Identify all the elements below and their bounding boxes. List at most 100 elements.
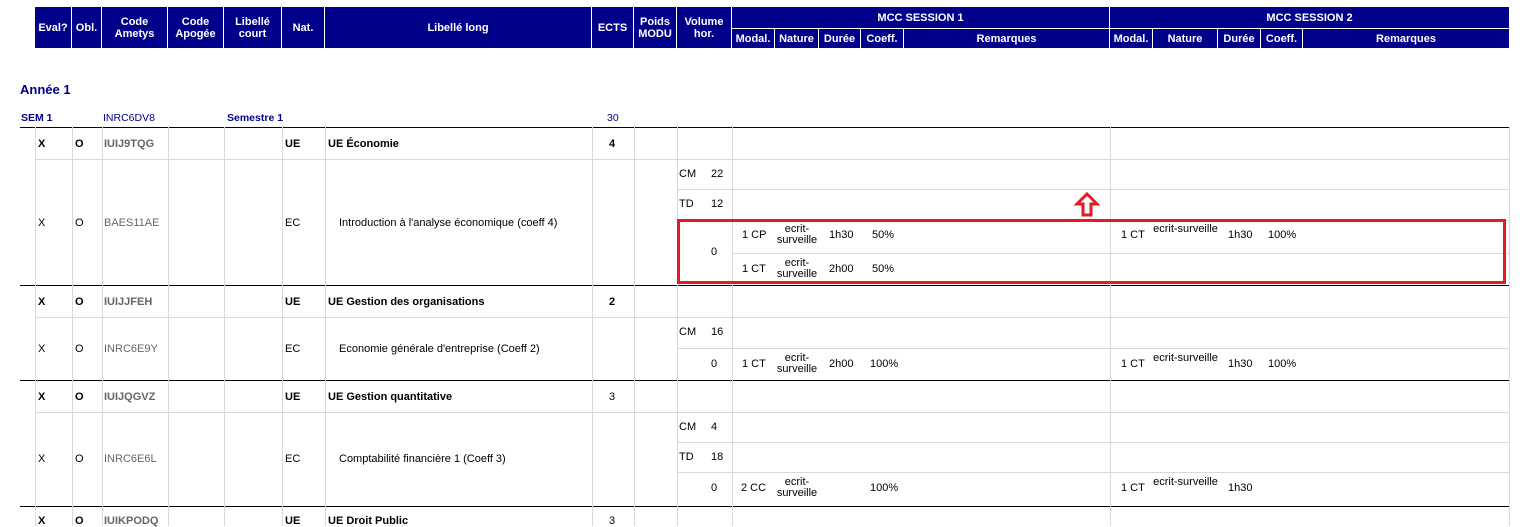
obl-cell: O (75, 515, 84, 527)
s1-coeff-cell: 100% (870, 358, 899, 370)
s1-coeff: Coeff. (861, 28, 904, 48)
col-volume: Volume hor. (677, 7, 732, 48)
col-libelle-court: Libellé court (224, 7, 282, 48)
semester-name: Semestre 1 (227, 112, 284, 124)
s2-modal: Modal. (1110, 28, 1153, 48)
ects-cell: 3 (609, 515, 616, 527)
nat-cell: EC (285, 217, 301, 229)
semester-label: SEM 1 (21, 112, 53, 124)
nat-cell: UE (285, 391, 301, 403)
eval-cell: X (38, 453, 46, 465)
s1-remarques: Remarques (904, 28, 1110, 48)
s1-nature: Nature (775, 28, 819, 48)
obl-cell: O (75, 138, 84, 150)
col-nat: Nat. (282, 7, 325, 48)
code-cell: IUIJJFEH (104, 296, 153, 308)
col-code-apogee: Code Apogée (168, 7, 224, 48)
code-cell: INRC6E6L (104, 453, 157, 465)
s2-duree: Durée (1218, 28, 1261, 48)
session1-header: MCC SESSION 1 (732, 7, 1110, 28)
ects-cell: 3 (609, 391, 616, 403)
hour-type: TD (679, 198, 694, 210)
s1-coeff-cell: 50% (872, 263, 895, 275)
code-cell: INRC6E9Y (104, 343, 158, 355)
eval-cell: X (38, 217, 46, 229)
hour-value: 18 (711, 451, 724, 463)
s2-modal-cell: 1 CT (1121, 482, 1145, 494)
s1-duree-cell: 2h00 (829, 358, 854, 370)
hour-value: 22 (711, 168, 724, 180)
obl-cell: O (75, 453, 84, 465)
nat-cell: UE (285, 515, 301, 527)
s2-coeff-cell: 100% (1268, 229, 1297, 241)
obl-cell: O (75, 296, 84, 308)
s1-coeff-cell: 50% (872, 229, 895, 241)
label-cell: Comptabilité financière 1 (Coeff 3) (339, 453, 506, 465)
col-code-ametys: Code Ametys (102, 7, 168, 48)
s2-coeff: Coeff. (1261, 28, 1303, 48)
hour-type: CM (679, 326, 697, 338)
nat-cell: UE (285, 138, 301, 150)
s1-modal-cell: 2 CC (741, 482, 767, 494)
nat-cell: EC (285, 453, 301, 465)
s2-nature-cell: ecrit-surveille (1153, 352, 1218, 364)
hour-value: 4 (711, 421, 718, 433)
hour-zero: 0 (711, 482, 718, 494)
eval-cell: X (38, 515, 46, 527)
hour-value: 16 (711, 326, 724, 338)
up-arrow-icon (1074, 192, 1100, 217)
label-cell: Economie générale d'entreprise (Coeff 2) (339, 343, 540, 355)
s2-remarques: Remarques (1303, 28, 1509, 48)
semester-ects: 30 (607, 112, 619, 124)
ects-cell: 4 (609, 138, 616, 150)
highlight-box (677, 219, 1506, 284)
s2-duree-cell: 1h30 (1228, 482, 1253, 494)
s1-duree-cell: 1h30 (829, 229, 854, 241)
s2-nature-cell: ecrit-surveille (1153, 476, 1218, 488)
col-obl: Obl. (72, 7, 102, 48)
semester-code: INRC6DV8 (103, 112, 155, 124)
s2-coeff-cell: 100% (1268, 358, 1297, 370)
code-cell: BAES11AE (104, 217, 160, 229)
s1-modal-cell: 1 CT (742, 263, 766, 275)
nat-cell: UE (285, 296, 301, 308)
s2-duree-cell: 1h30 (1228, 229, 1253, 241)
s1-nature-cell: ecrit-surveille (776, 476, 818, 499)
ects-cell: 2 (609, 296, 616, 308)
eval-cell: X (38, 343, 46, 355)
code-cell: IUIJ9TQG (104, 138, 155, 150)
hour-type: CM (679, 168, 697, 180)
code-cell: IUIJQGVZ (104, 391, 156, 403)
s1-nature-cell: ecrit-surveille (776, 223, 818, 246)
s1-modal-cell: 1 CT (742, 358, 766, 370)
s2-nature-cell: ecrit-surveille (1153, 223, 1218, 235)
label-cell: UE Gestion quantitative (328, 391, 453, 403)
s1-modal: Modal. (732, 28, 775, 48)
s1-nature-cell: ecrit-surveille (776, 352, 818, 375)
eval-cell: X (38, 138, 46, 150)
nat-cell: EC (285, 343, 301, 355)
code-cell: IUIKPODQ (104, 515, 159, 527)
year-title: Année 1 (20, 82, 71, 97)
col-libelle-long: Libellé long (325, 7, 592, 48)
col-poids: Poids MODU (634, 7, 677, 48)
s1-duree: Durée (819, 28, 861, 48)
hour-type: TD (679, 451, 694, 463)
s1-coeff-cell: 100% (870, 482, 899, 494)
label-cell: UE Économie (328, 138, 399, 150)
session2-header: MCC SESSION 2 (1110, 7, 1509, 28)
s1-nature-cell: ecrit-surveille (776, 257, 818, 280)
s2-nature: Nature (1153, 28, 1218, 48)
s1-duree-cell: 2h00 (829, 263, 854, 275)
col-eval: Eval? (35, 7, 72, 48)
label-cell: Introduction à l'analyse économique (coe… (339, 217, 558, 229)
label-cell: UE Droit Public (328, 515, 409, 527)
s1-modal-cell: 1 CP (742, 229, 767, 241)
s2-modal-cell: 1 CT (1121, 229, 1145, 241)
hour-type: CM (679, 421, 697, 433)
label-cell: UE Gestion des organisations (328, 296, 485, 308)
obl-cell: O (75, 217, 84, 229)
hour-value: 12 (711, 198, 724, 210)
s2-modal-cell: 1 CT (1121, 358, 1145, 370)
col-ects: ECTS (592, 7, 634, 48)
